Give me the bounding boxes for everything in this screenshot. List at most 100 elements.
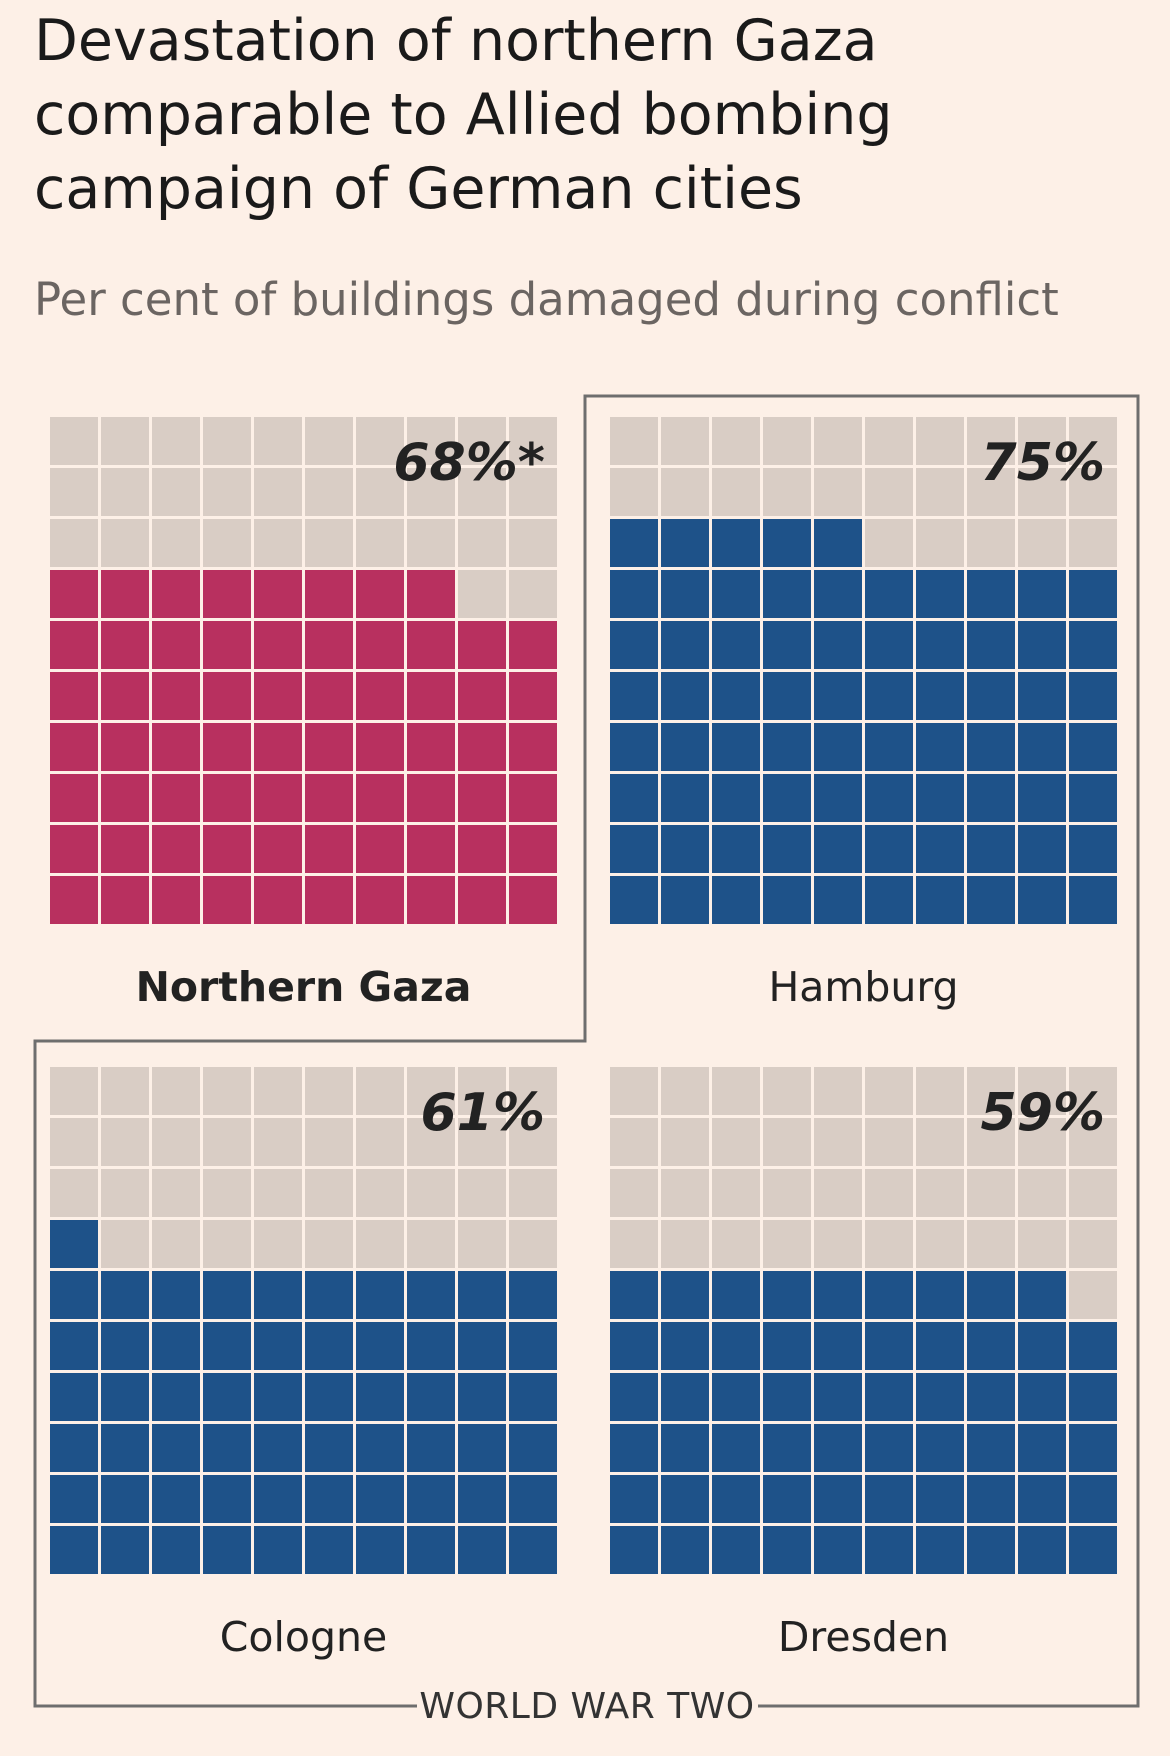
waffle-cell-damaged — [50, 1373, 98, 1421]
waffle-cell-undamaged — [356, 1118, 404, 1166]
waffle-cell-damaged — [712, 1526, 760, 1574]
waffle-cell-damaged — [356, 876, 404, 924]
value-label-northern-gaza: 68%* — [393, 433, 545, 493]
waffle-cell-damaged — [610, 1475, 658, 1523]
waffle-cell-damaged — [254, 621, 302, 669]
waffle-cell-damaged — [967, 1373, 1015, 1421]
waffle-cell-damaged — [712, 1373, 760, 1421]
waffle-cell-damaged — [967, 1322, 1015, 1370]
waffle-cell-undamaged — [407, 1118, 455, 1166]
waffle-cell-damaged — [509, 1526, 557, 1574]
waffle-cell-damaged — [203, 1475, 251, 1523]
waffle-cell-damaged — [916, 1271, 964, 1319]
waffle-cell-undamaged — [967, 468, 1015, 516]
panel-label-dresden: Dresden — [778, 1613, 949, 1661]
waffle-cell-damaged — [916, 621, 964, 669]
waffle-cell-damaged — [101, 1271, 149, 1319]
waffle-cell-undamaged — [916, 1067, 964, 1115]
waffle-cell-undamaged — [967, 1067, 1015, 1115]
waffle-cell-undamaged — [1069, 519, 1117, 567]
waffle-cell-damaged — [458, 1526, 506, 1574]
waffle-cell-damaged — [305, 1526, 353, 1574]
waffle-cell-damaged — [152, 723, 200, 771]
waffle-cell-damaged — [509, 825, 557, 873]
waffle-cell-damaged — [610, 1322, 658, 1370]
waffle-cell-undamaged — [152, 519, 200, 567]
waffle-cell-damaged — [712, 876, 760, 924]
waffle-cell-damaged — [458, 1271, 506, 1319]
waffle-cell-damaged — [203, 825, 251, 873]
waffle-cell-undamaged — [50, 519, 98, 567]
waffle-cell-damaged — [509, 621, 557, 669]
waffle-cell-undamaged — [763, 1220, 811, 1268]
waffle-cell-undamaged — [712, 1220, 760, 1268]
waffle-cell-damaged — [203, 621, 251, 669]
waffle-cell-damaged — [203, 723, 251, 771]
waffle-cell-undamaged — [50, 1067, 98, 1115]
waffle-cell-damaged — [101, 1424, 149, 1472]
waffle-cell-damaged — [865, 876, 913, 924]
waffle-cell-damaged — [254, 1526, 302, 1574]
waffle-cell-damaged — [458, 1424, 506, 1472]
waffle-cell-undamaged — [356, 1220, 404, 1268]
value-label-dresden: 59% — [981, 1083, 1105, 1143]
waffle-cell-damaged — [814, 1475, 862, 1523]
waffle-cell-damaged — [407, 621, 455, 669]
waffle-cell-damaged — [101, 621, 149, 669]
waffle-cell-damaged — [254, 1271, 302, 1319]
waffle-cell-undamaged — [254, 1169, 302, 1217]
waffle-cell-undamaged — [1018, 1220, 1066, 1268]
waffle-cell-undamaged — [509, 468, 557, 516]
waffle-cell-damaged — [254, 672, 302, 720]
waffle-cell-damaged — [152, 672, 200, 720]
waffle-cell-undamaged — [458, 417, 506, 465]
waffle-cell-damaged — [763, 570, 811, 618]
waffle-cell-damaged — [661, 1475, 709, 1523]
waffle-cell-undamaged — [356, 468, 404, 516]
waffle-cell-damaged — [1069, 774, 1117, 822]
waffle-cell-damaged — [509, 1424, 557, 1472]
waffle-cell-damaged — [1018, 1475, 1066, 1523]
waffle-cell-undamaged — [763, 417, 811, 465]
waffle-cell-damaged — [712, 1475, 760, 1523]
waffle-cell-damaged — [101, 1373, 149, 1421]
waffle-cell-damaged — [458, 825, 506, 873]
waffle-cell-damaged — [356, 1271, 404, 1319]
waffle-cell-damaged — [1018, 1424, 1066, 1472]
waffle-cell-undamaged — [916, 468, 964, 516]
waffle-cell-damaged — [254, 1475, 302, 1523]
waffle-cell-undamaged — [458, 1220, 506, 1268]
waffle-cell-undamaged — [509, 519, 557, 567]
waffle-cell-undamaged — [101, 519, 149, 567]
waffle-cell-damaged — [1018, 1271, 1066, 1319]
waffle-cell-undamaged — [254, 468, 302, 516]
waffle-cell-damaged — [865, 672, 913, 720]
waffle-cell-damaged — [610, 723, 658, 771]
waffle-cell-damaged — [763, 1475, 811, 1523]
waffle-cell-damaged — [763, 825, 811, 873]
waffle-cell-damaged — [712, 723, 760, 771]
waffle-cell-undamaged — [152, 1067, 200, 1115]
waffle-cell-damaged — [152, 876, 200, 924]
waffle-cell-damaged — [50, 1322, 98, 1370]
waffle-cell-damaged — [1069, 876, 1117, 924]
waffle-cell-undamaged — [356, 417, 404, 465]
waffle-cell-undamaged — [865, 1220, 913, 1268]
waffle-cell-damaged — [305, 672, 353, 720]
waffle-cell-undamaged — [101, 417, 149, 465]
panel-cologne: 61% Cologne — [50, 1067, 557, 1661]
waffle-cell-damaged — [661, 1526, 709, 1574]
waffle-cell-damaged — [865, 1424, 913, 1472]
waffle-cell-damaged — [763, 672, 811, 720]
waffle-cell-undamaged — [305, 468, 353, 516]
waffle-cell-undamaged — [610, 1169, 658, 1217]
group-label: WORLD WAR TWO — [419, 1686, 754, 1727]
waffle-cell-undamaged — [865, 468, 913, 516]
waffle-cell-undamaged — [916, 1118, 964, 1166]
waffle-cell-damaged — [50, 1220, 98, 1268]
waffle-cell-undamaged — [203, 519, 251, 567]
waffle-cell-undamaged — [152, 1220, 200, 1268]
waffle-cell-damaged — [865, 1373, 913, 1421]
waffle-cell-undamaged — [305, 1220, 353, 1268]
waffle-cell-damaged — [661, 825, 709, 873]
